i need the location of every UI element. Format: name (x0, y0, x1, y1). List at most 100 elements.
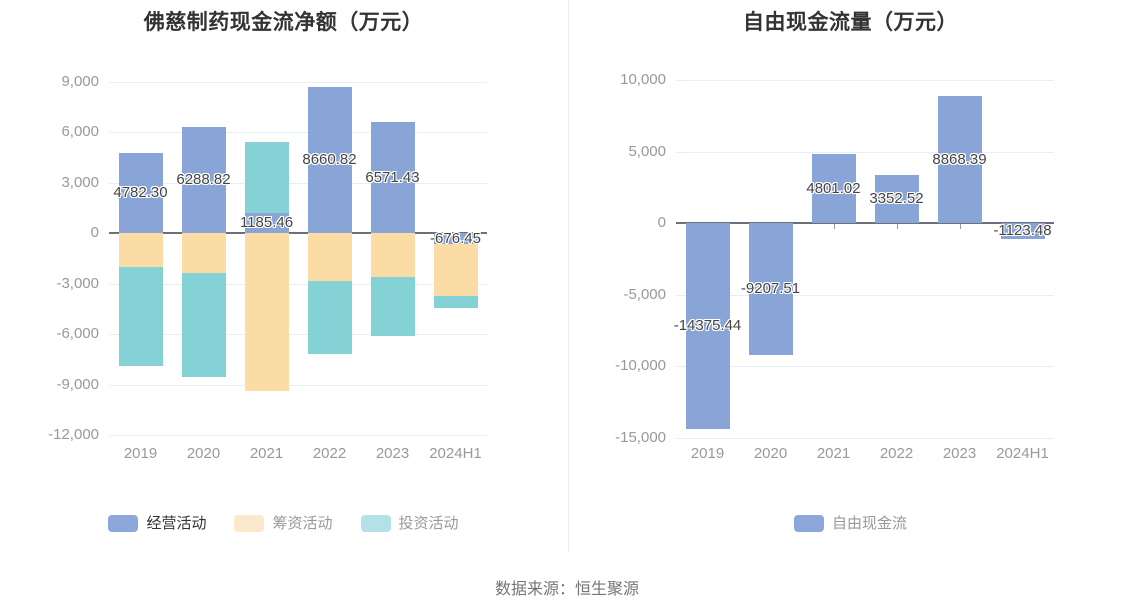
bar-investing-2023 (370, 276, 415, 336)
legend-item-free-cash-flow[interactable]: 自由现金流 (793, 514, 907, 532)
grid-line (109, 384, 487, 386)
bar-financing-2022 (307, 233, 352, 282)
bar-free-cash-flow-2019 (685, 223, 730, 429)
x-axis-zero-line (676, 222, 1054, 224)
grid-line (109, 182, 487, 184)
bar-operating-2020 (181, 127, 226, 233)
bar-financing-2023 (370, 233, 415, 277)
x-axis-label: 2021 (249, 445, 284, 462)
bar-free-cash-flow-2023 (937, 96, 982, 223)
bar-investing-2019 (118, 267, 163, 367)
value-label-free-cash-flow-2019: -14375.44 (673, 316, 742, 334)
bar-financing-2019 (118, 233, 163, 268)
value-label-operating-2022: 8660.82 (302, 151, 357, 169)
grid-line (109, 81, 487, 83)
legend-item-investing[interactable]: 投资活动 (360, 514, 459, 532)
legend-label: 投资活动 (398, 514, 459, 532)
grid-line (676, 437, 1054, 439)
chart-title: 佛慈制药现金流净额（万元） (143, 11, 424, 34)
legend-swatch-free-cash-flow (793, 514, 824, 532)
y-axis-label: -3,000 (56, 274, 99, 292)
grid-line (109, 435, 487, 436)
bar-investing-2020 (181, 273, 226, 377)
value-label-free-cash-flow-2020: -9207.51 (740, 279, 801, 297)
free-cash-flow-chart: 自由现金流量（万元） 10,000 5,000 0 -5,000 -10,000 -15,… (567, 0, 1134, 552)
y-axis-label: -10,000 (615, 357, 666, 374)
legend-label: 筹资活动 (272, 514, 333, 532)
x-axis-label: 2022 (879, 445, 914, 462)
y-axis-label: 3,000 (61, 173, 99, 191)
value-label-free-cash-flow-2023: 8868.39 (932, 150, 987, 168)
x-axis-label: 2022 (312, 445, 347, 462)
bar-operating-2022 (307, 87, 352, 233)
y-axis-label: 10,000 (620, 71, 666, 88)
value-label-free-cash-flow-2021: 4801.02 (806, 179, 861, 197)
value-label-operating-2021: 1185.46 (239, 214, 294, 231)
x-axis-label: 2020 (753, 445, 788, 462)
bar-operating-2019 (118, 152, 163, 233)
value-label-free-cash-flow-2022: 3352.52 (869, 190, 924, 207)
legend-swatch-investing (360, 514, 391, 532)
bar-investing-2024H1 (433, 296, 478, 308)
y-axis-label: 5,000 (628, 142, 666, 160)
legend-label: 经营活动 (146, 514, 207, 532)
grid-line (676, 80, 1054, 81)
bar-free-cash-flow-2022 (874, 175, 919, 223)
x-axis-label: 2024H1 (429, 445, 482, 462)
x-axis-label: 2024H1 (996, 445, 1049, 462)
bar-investing-2022 (307, 281, 352, 355)
legend-swatch-financing (234, 514, 265, 532)
bar-free-cash-flow-2020 (748, 223, 793, 355)
y-axis-label: -5,000 (623, 285, 666, 303)
y-axis-label: -6,000 (56, 325, 99, 342)
value-label-free-cash-flow-2024H1: -1123.48 (993, 222, 1052, 239)
bar-free-cash-flow-2021 (811, 154, 856, 223)
plot-area: 10,000 5,000 0 -5,000 -10,000 -15,000 -14375.4… (567, 0, 1134, 470)
value-label-operating-2023: 6571.43 (365, 168, 420, 186)
x-axis-label: 2023 (942, 445, 977, 462)
axis-tick (833, 224, 835, 229)
y-axis-label: -9,000 (56, 375, 99, 393)
value-label-operating-2024H1: -676.45 (430, 229, 481, 247)
chart-title: 自由现金流量（万元） (743, 11, 958, 34)
bar-financing-2021 (244, 233, 289, 392)
x-axis-label: 2019 (123, 445, 158, 462)
y-axis-label: 6,000 (61, 123, 99, 140)
plot-area: 9,000 6,000 3,000 0 -3,000 -6,000 -9,000 -12,00… (0, 0, 567, 470)
y-axis-label: 0 (90, 224, 99, 241)
value-label-operating-2019: 4782.30 (113, 183, 168, 201)
grid-line (109, 283, 487, 285)
bar-investing-2021 (244, 141, 289, 213)
grid-line (109, 132, 487, 133)
x-axis-label: 2020 (186, 445, 221, 462)
bar-financing-2020 (181, 233, 226, 274)
legend-swatch-operating (108, 514, 139, 532)
grid-line (676, 151, 1054, 153)
axis-tick (959, 224, 961, 229)
grid-line (676, 366, 1054, 367)
y-axis-label: 9,000 (61, 72, 99, 90)
x-axis-label: 2019 (690, 445, 725, 462)
axis-tick (896, 224, 898, 229)
legend-label: 自由现金流 (831, 514, 907, 532)
y-axis-label: 0 (657, 214, 666, 231)
y-axis-label: -15,000 (615, 428, 666, 446)
data-source-note: 数据来源：恒生聚源 (494, 581, 639, 598)
y-axis-label: -12,000 (48, 426, 99, 443)
legend-item-operating[interactable]: 经营活动 (108, 514, 207, 532)
value-label-operating-2020: 6288.82 (176, 171, 231, 189)
bar-operating-2023 (370, 122, 415, 233)
x-axis-label: 2021 (816, 445, 851, 462)
legend-item-financing[interactable]: 筹资活动 (234, 514, 333, 532)
bar-financing-2024H1 (433, 244, 478, 297)
grid-line (109, 334, 487, 335)
panel-divider (568, 0, 569, 552)
x-axis-zero-line (109, 232, 487, 234)
x-axis-label: 2023 (375, 445, 410, 462)
legend: 经营活动 筹资活动 投资活动 (0, 511, 567, 535)
bar-operating-2024H1 (433, 233, 478, 245)
bar-operating-2021 (244, 213, 289, 233)
legend: 自由现金流 (567, 511, 1134, 535)
bar-free-cash-flow-2024H1 (1000, 223, 1045, 240)
